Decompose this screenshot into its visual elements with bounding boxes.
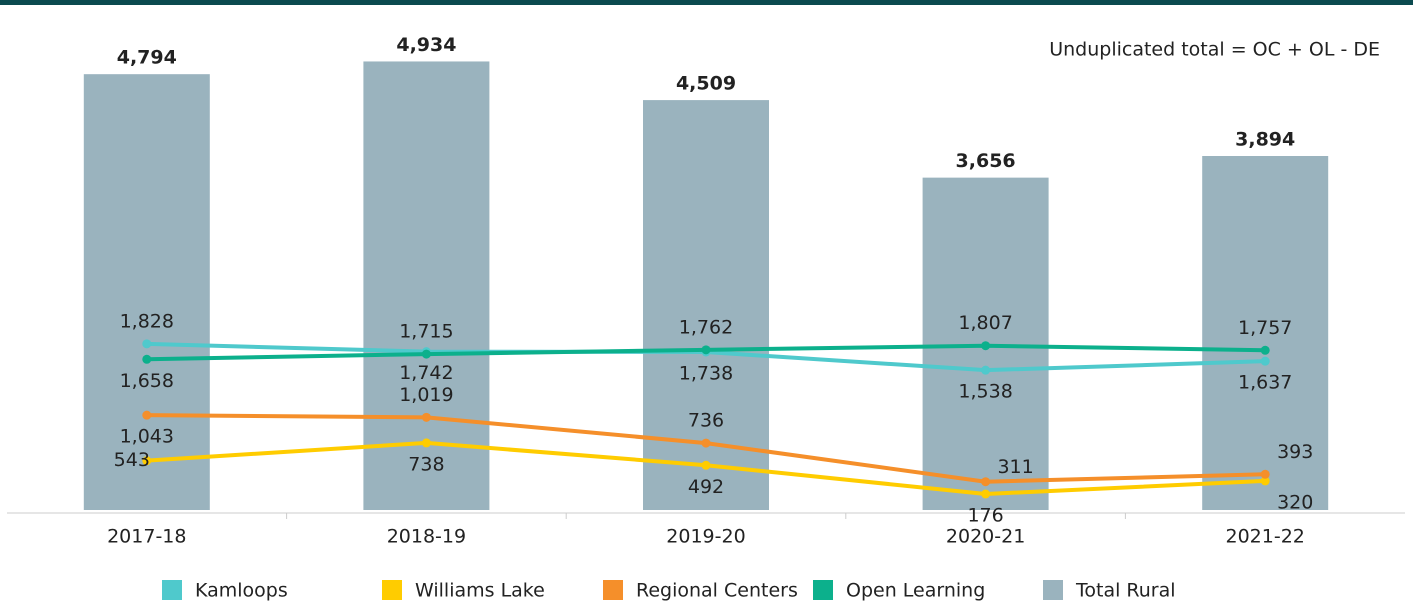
data-label: 1,742 [399, 362, 453, 384]
x-tick-label: 2018-19 [387, 526, 466, 548]
data-label: 1,738 [679, 363, 733, 385]
legend-swatch [382, 580, 402, 600]
line-point [1260, 356, 1270, 366]
line-point [701, 460, 711, 470]
data-label: 1,757 [1238, 317, 1292, 339]
data-label: 311 [997, 456, 1033, 478]
line-point [421, 438, 431, 448]
legend-label: Regional Centers [636, 580, 798, 601]
data-label: 492 [688, 476, 724, 498]
line-point [981, 341, 991, 351]
legend-label: Open Learning [846, 580, 985, 601]
legend-swatch [1043, 580, 1063, 600]
top-strip [0, 0, 1413, 5]
line-point [981, 477, 991, 487]
bar [83, 74, 210, 510]
line-point [1260, 476, 1270, 486]
line-point [701, 438, 711, 448]
legend-label: Total Rural [1075, 580, 1176, 601]
legend-label: Kamloops [195, 580, 288, 601]
bar-value-label: 3,894 [1235, 129, 1295, 151]
line-point [981, 365, 991, 375]
x-tick-label: 2020-21 [946, 526, 1025, 548]
data-label: 320 [1277, 491, 1313, 513]
data-label: 393 [1277, 441, 1313, 463]
line-point [981, 489, 991, 499]
legend-swatch [162, 580, 182, 600]
data-label: 1,807 [958, 312, 1012, 334]
bar [363, 61, 490, 511]
data-label: 1,637 [1238, 372, 1292, 394]
bar-value-label: 4,509 [676, 73, 736, 95]
data-label: 1,762 [679, 316, 733, 338]
line-point [421, 412, 431, 422]
data-label: 1,019 [399, 384, 453, 406]
data-label: 1,715 [399, 321, 453, 343]
data-label: 1,043 [120, 426, 174, 448]
data-label: 176 [967, 505, 1003, 527]
bar-value-label: 3,656 [956, 150, 1016, 172]
legend-label: Williams Lake [415, 580, 545, 601]
bar-value-label: 4,794 [117, 47, 177, 69]
data-label: 543 [114, 449, 150, 471]
line-point [142, 456, 152, 466]
bar-value-label: 4,934 [396, 34, 456, 56]
line-point [1260, 469, 1270, 479]
line-point [701, 345, 711, 355]
line-point [142, 339, 152, 349]
data-label: 1,538 [958, 381, 1012, 403]
line-point [421, 349, 431, 359]
x-tick-label: 2021-22 [1226, 526, 1305, 548]
x-tick-label: 2019-20 [666, 526, 745, 548]
data-label: 738 [408, 453, 444, 475]
line-point [142, 354, 152, 364]
line-point [1260, 345, 1270, 355]
data-label: 1,828 [120, 310, 174, 332]
data-label: 1,658 [120, 370, 174, 392]
data-label: 736 [688, 410, 724, 432]
line-point [142, 410, 152, 420]
bar [1202, 156, 1329, 510]
legend-swatch [603, 580, 623, 600]
x-tick-label: 2017-18 [107, 526, 186, 548]
annotation: Unduplicated total = OC + OL - DE [1049, 39, 1380, 61]
legend-swatch [813, 580, 833, 600]
